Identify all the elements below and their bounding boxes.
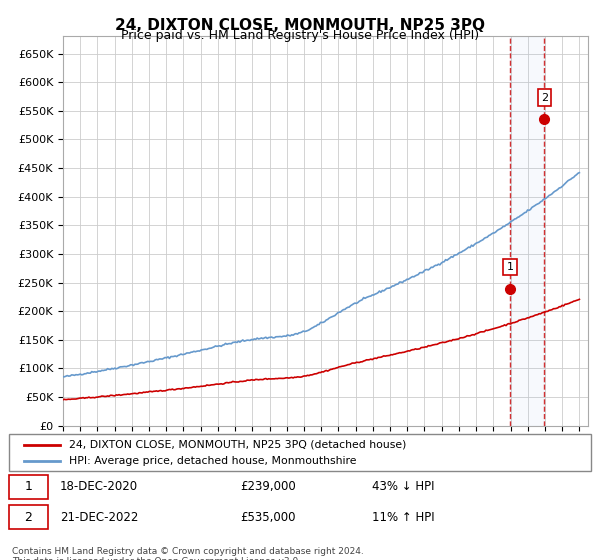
FancyBboxPatch shape (9, 475, 48, 499)
Text: 21-DEC-2022: 21-DEC-2022 (60, 511, 139, 524)
Text: 24, DIXTON CLOSE, MONMOUTH, NP25 3PQ: 24, DIXTON CLOSE, MONMOUTH, NP25 3PQ (115, 18, 485, 33)
Text: 24, DIXTON CLOSE, MONMOUTH, NP25 3PQ (detached house): 24, DIXTON CLOSE, MONMOUTH, NP25 3PQ (de… (69, 440, 406, 450)
Text: £535,000: £535,000 (240, 511, 296, 524)
Text: Contains HM Land Registry data © Crown copyright and database right 2024.
This d: Contains HM Land Registry data © Crown c… (12, 547, 364, 560)
Text: 1: 1 (506, 262, 514, 272)
Text: Price paid vs. HM Land Registry's House Price Index (HPI): Price paid vs. HM Land Registry's House … (121, 29, 479, 42)
Text: 2: 2 (541, 92, 548, 102)
Text: 2: 2 (24, 511, 32, 524)
Text: £239,000: £239,000 (240, 480, 296, 493)
FancyBboxPatch shape (9, 435, 591, 471)
FancyBboxPatch shape (9, 505, 48, 529)
Text: 18-DEC-2020: 18-DEC-2020 (60, 480, 138, 493)
Bar (510, 36, 544, 426)
Text: HPI: Average price, detached house, Monmouthshire: HPI: Average price, detached house, Monm… (69, 456, 356, 465)
Text: 43% ↓ HPI: 43% ↓ HPI (372, 480, 434, 493)
Text: 1: 1 (24, 480, 32, 493)
Text: 11% ↑ HPI: 11% ↑ HPI (372, 511, 434, 524)
